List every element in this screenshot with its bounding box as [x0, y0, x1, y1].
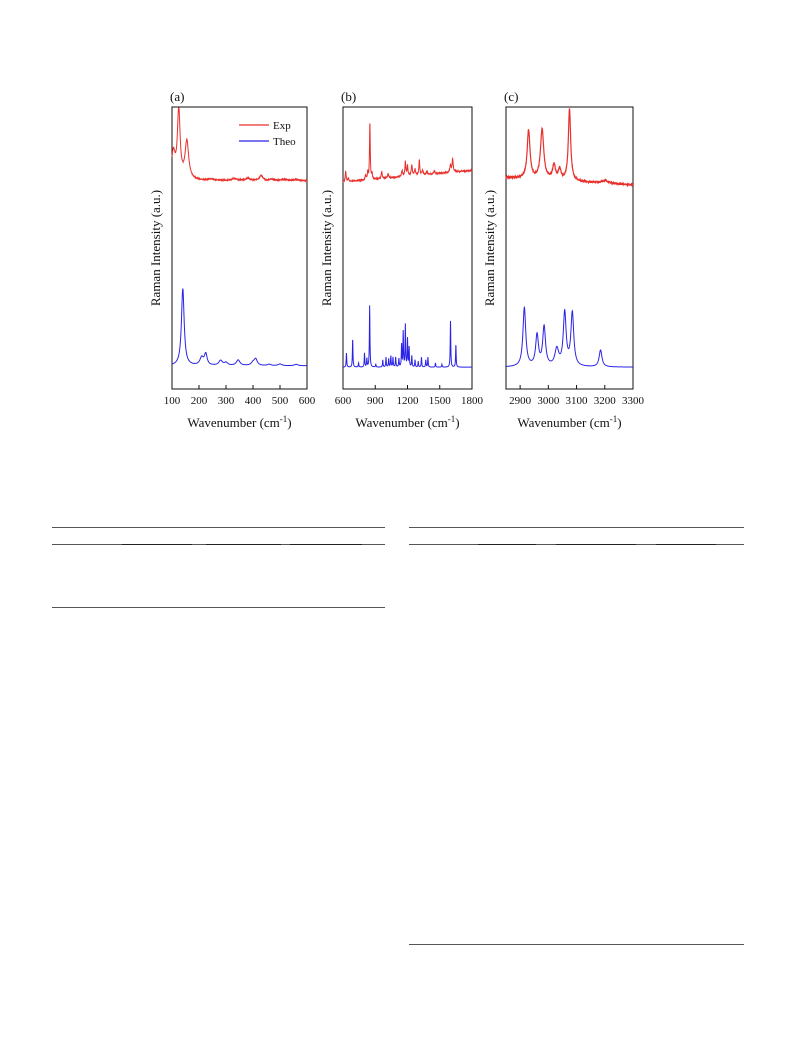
x-tick-label: 600	[299, 395, 316, 407]
series-line-exp	[342, 123, 473, 183]
panel-b: (b) 600 900 1200 1500 1800 Wavenumber (cm-1)…	[319, 89, 484, 430]
x-tick-label: 3000	[537, 395, 560, 407]
x-tick-label: 1200	[397, 395, 420, 407]
series-line-theo	[171, 288, 307, 367]
right-table-col-rule-1	[478, 544, 536, 545]
x-tick-label: 200	[191, 395, 208, 407]
panel-a-label: (a)	[170, 89, 184, 104]
panel-c-x-axis-label: Wavenumber (cm-1)	[517, 414, 621, 430]
right-table-col-rule-2	[556, 544, 636, 545]
x-tick-label: 300	[218, 395, 235, 407]
legend-theo-label: Theo	[273, 136, 296, 148]
panel-c-series	[505, 108, 634, 368]
x-tick-label: 3200	[594, 395, 617, 407]
x-tick-label: 500	[272, 395, 289, 407]
panel-c-ticks: 2900 3000 3100 3200 3300	[509, 385, 645, 407]
x-tick-label: 3100	[566, 395, 589, 407]
panel-a-series	[171, 107, 308, 367]
x-tick-label: 600	[335, 395, 352, 407]
x-tick-label: 2900	[509, 395, 532, 407]
panel-b-x-axis-label: Wavenumber (cm-1)	[355, 414, 459, 430]
legend-exp-label: Exp	[273, 120, 291, 132]
panel-b-series	[342, 123, 473, 368]
left-table-bottom-rule	[52, 607, 385, 608]
raman-figure-svg: (a) 100 200 300 400 500 600 Wavenumber (cm-1)…	[148, 89, 645, 430]
series-line-exp	[171, 107, 308, 183]
panel-a-frame	[171, 106, 308, 390]
left-table-col-rule-3	[290, 544, 362, 545]
series-line-exp	[505, 108, 634, 188]
right-table-col-rule-3	[656, 544, 716, 545]
x-tick-label: 400	[245, 395, 262, 407]
x-tick-label: 3300	[622, 395, 645, 407]
panel-a-y-axis-label: Raman Intensity (a.u.)	[148, 190, 163, 306]
x-tick-label: 100	[164, 395, 181, 407]
left-table-col-rule-2	[206, 544, 281, 545]
left-table-top-rule	[52, 527, 385, 528]
right-table-top-rule	[409, 527, 744, 528]
series-line-theo	[342, 305, 472, 368]
x-tick-label: 1500	[429, 395, 452, 407]
panel-b-label: (b)	[341, 89, 356, 104]
panel-c-y-axis-label: Raman Intensity (a.u.)	[482, 190, 497, 306]
x-tick-label: 1800	[461, 395, 484, 407]
panel-c: (c) 2900 3000 3100 3200 3300 Wavenumber (cm-…	[482, 89, 645, 430]
series-line-theo	[505, 305, 633, 368]
legend: Exp Theo	[239, 120, 296, 148]
panel-b-ticks: 600 900 1200 1500 1800	[335, 385, 484, 407]
panel-c-label: (c)	[504, 89, 518, 104]
raman-spectra-figure: (a) 100 200 300 400 500 600 Wavenumber (cm-1)…	[0, 0, 793, 450]
left-table-col-rule-1	[122, 544, 192, 545]
x-tick-label: 900	[367, 395, 384, 407]
panel-a-ticks: 100 200 300 400 500 600	[164, 385, 316, 407]
panel-b-y-axis-label: Raman Intensity (a.u.)	[319, 190, 334, 306]
right-table-bottom-rule	[409, 944, 744, 945]
panel-c-frame	[505, 106, 634, 390]
panel-a: (a) 100 200 300 400 500 600 Wavenumber (cm-1)…	[148, 89, 316, 430]
panel-a-x-axis-label: Wavenumber (cm-1)	[187, 414, 291, 430]
